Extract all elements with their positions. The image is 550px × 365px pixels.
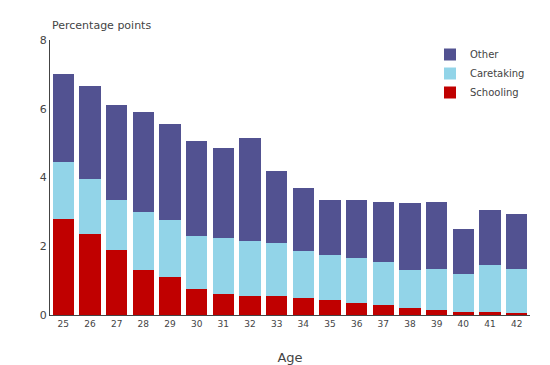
svg-text:31: 31 [218,319,229,329]
svg-text:Other: Other [470,49,499,60]
svg-text:26: 26 [84,319,96,329]
svg-text:4: 4 [40,171,47,184]
svg-text:27: 27 [111,319,122,329]
svg-text:Age: Age [277,350,302,365]
svg-text:40: 40 [458,319,470,329]
svg-text:25: 25 [58,319,69,329]
svg-text:35: 35 [324,319,335,329]
svg-text:0: 0 [40,309,47,322]
svg-text:34: 34 [298,319,310,329]
svg-text:36: 36 [351,319,363,329]
svg-text:Schooling: Schooling [470,87,519,98]
svg-text:Caretaking: Caretaking [470,68,524,79]
svg-text:41: 41 [484,319,495,329]
svg-text:39: 39 [431,319,443,329]
svg-text:8: 8 [40,34,47,47]
svg-text:30: 30 [191,319,203,329]
svg-text:32: 32 [244,319,255,329]
svg-text:6: 6 [40,103,47,116]
svg-text:28: 28 [138,319,150,329]
svg-text:42: 42 [511,319,522,329]
svg-text:33: 33 [271,319,282,329]
svg-text:2: 2 [40,240,47,253]
svg-text:38: 38 [404,319,416,329]
svg-text:37: 37 [378,319,389,329]
svg-text:Percentage points: Percentage points [52,19,151,32]
svg-text:29: 29 [164,319,176,329]
